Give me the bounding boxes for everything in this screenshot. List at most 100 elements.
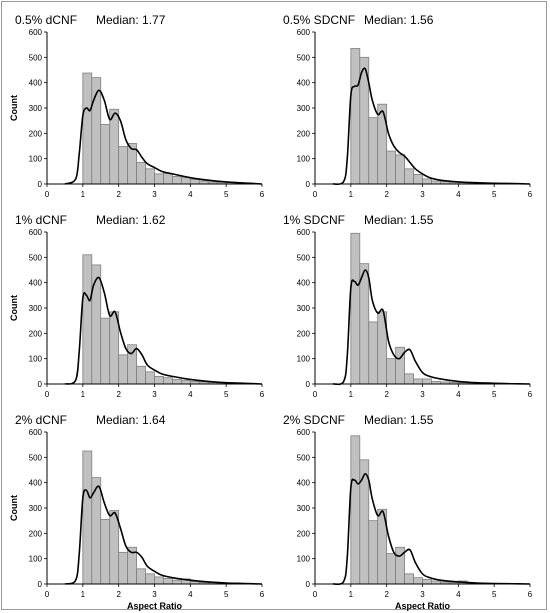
density-curve [332,472,531,586]
y-tick-label: 100 [297,555,311,564]
histogram-bar [359,459,370,585]
y-tick-label: 200 [297,129,311,138]
x-tick-label: 2 [384,190,389,199]
x-tick-label: 5 [492,390,497,399]
density-curve [64,276,263,385]
x-tick-label: 2 [384,590,389,599]
chart-median-label: Median: 1.55 [364,413,434,427]
x-tick-label: 3 [420,590,425,599]
histogram-bar [154,375,164,385]
chart-median-label: Median: 1.77 [96,13,166,27]
y-tick-label: 200 [29,529,43,538]
y-tick-label: 500 [29,53,43,62]
x-tick-label: 6 [528,390,533,399]
y-tick-label: 600 [29,28,43,37]
y-tick-label: 0 [306,580,311,589]
histogram-bar [368,520,379,585]
y-tick-label: 600 [29,228,43,237]
x-tick-label: 2 [116,590,121,599]
x-tick-label: 1 [81,590,86,599]
histogram-bar [422,378,432,385]
histogram-bar [136,568,146,585]
histogram-bar [145,371,155,385]
y-tick-label: 600 [29,428,43,437]
density-curve [64,89,263,185]
histogram-bar [109,108,120,185]
x-tick-label: 0 [313,590,318,599]
chart-title: 1% dCNF [15,213,67,227]
chart-panel-1: 0.5% dCNF Median: 1.77 0 100 200 300 400 500 600… [9,13,265,199]
histogram-bar [404,168,414,185]
histogram-bar [180,177,191,185]
x-tick-label: 6 [528,590,533,599]
y-tick-label: 0 [38,380,43,389]
y-tick-label: 200 [29,329,43,338]
x-axis-title: Aspect Ratio [395,601,451,611]
y-tick-label: 0 [38,580,43,589]
histogram-bar [350,435,361,585]
histogram-bar [100,317,111,385]
y-tick-label: 300 [29,304,43,313]
y-axis-title: Count [9,295,19,321]
histogram-bar [359,263,370,385]
x-tick-label: 1 [81,390,86,399]
x-tick-label: 5 [224,190,229,199]
y-tick-label: 500 [29,253,43,262]
chart-panel-2: 0.5% SDCNF Median: 1.56010020030040050060… [283,13,533,199]
chart-panel-3: 1% dCNF Median: 1.62 0 100 200 300 400 500 600 0 1… [9,213,265,399]
x-tick-label: 0 [313,390,318,399]
histogram-bar [422,579,432,585]
histogram-bar [136,365,146,385]
y-tick-label: 600 [297,28,311,37]
histogram-bar [413,378,423,385]
y-tick-label: 100 [29,155,43,164]
y-tick-label: 300 [297,104,311,113]
histogram-bar [368,321,379,385]
histogram-bar [350,48,361,185]
histogram-bar [189,179,200,185]
histogram-bar [180,379,191,385]
chart-median-label: Median: 1.64 [96,413,166,427]
y-tick-label: 200 [297,329,311,338]
x-tick-label: 5 [224,590,229,599]
y-axis-title: Count [9,95,19,121]
histogram-bar [154,576,164,585]
chart-median-label: Median: 1.55 [364,213,434,227]
density-curve [64,485,263,585]
y-tick-label: 300 [29,104,43,113]
chart-panel-4: 1% SDCNF Median: 1.55 0 100 200 300 400 500 600 0… [283,213,533,399]
y-tick-label: 400 [297,79,311,88]
x-tick-label: 5 [492,590,497,599]
y-tick-label: 0 [38,180,43,189]
x-tick-label: 0 [45,590,50,599]
histogram-bar [109,510,120,585]
density-curve [332,269,531,386]
y-tick-label: 400 [297,279,311,288]
histogram-bar [145,573,155,585]
y-tick-label: 200 [29,129,43,138]
histogram-bar [413,173,423,185]
y-tick-label: 500 [297,53,311,62]
histogram-bar [118,354,129,385]
y-tick-label: 500 [297,253,311,262]
chart-title: 2% SDCNF [283,413,345,427]
histogram-bar [118,551,129,585]
histogram-bar [395,154,405,185]
y-tick-label: 100 [29,555,43,564]
histogram-bar [404,573,414,585]
histogram-bar [386,150,397,185]
x-tick-label: 0 [45,390,50,399]
x-tick-label: 6 [260,390,265,399]
x-tick-label: 3 [152,390,157,399]
x-tick-label: 1 [349,390,354,399]
x-tick-label: 3 [152,190,157,199]
histogram-bar [172,579,182,585]
x-tick-label: 2 [116,390,121,399]
chart-title: 1% SDCNF [283,213,345,227]
x-tick-label: 6 [260,590,265,599]
x-tick-label: 5 [224,390,229,399]
x-tick-label: 3 [420,390,425,399]
chart-title: 2% dCNF [15,413,67,427]
